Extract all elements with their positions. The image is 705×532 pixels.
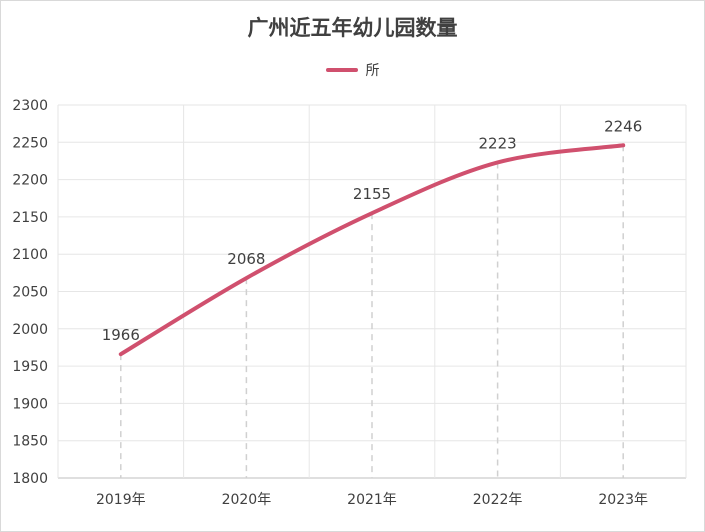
data-label: 2223 [479,134,517,152]
y-tick-label: 1900 [12,396,48,412]
legend-label: 所 [365,63,380,79]
data-label: 2246 [604,117,642,135]
y-tick-label: 1800 [12,471,48,487]
y-tick-label: 1850 [12,434,48,450]
legend-swatch [325,68,358,72]
chart-title: 广州近五年幼儿园数量 [247,16,458,40]
data-label: 1966 [102,326,140,344]
y-tick-label: 2150 [12,210,48,226]
x-tick-label: 2019年 [96,492,146,508]
x-tick-label: 2023年 [598,492,648,508]
y-tick-label: 2250 [12,135,48,151]
legend: 所 [0,60,705,80]
x-tick-label: 2020年 [222,492,272,508]
data-label: 2068 [227,250,265,268]
y-tick-label: 2050 [12,285,48,301]
y-tick-label: 2300 [12,98,48,114]
y-tick-label: 2100 [12,247,48,263]
y-tick-label: 2000 [12,322,48,338]
x-tick-label: 2022年 [473,492,523,508]
y-tick-label: 1950 [12,359,48,375]
data-label: 2155 [353,185,391,203]
series-line [118,143,626,357]
x-tick-label: 2021年 [347,492,397,508]
y-tick-label: 2200 [12,173,48,189]
